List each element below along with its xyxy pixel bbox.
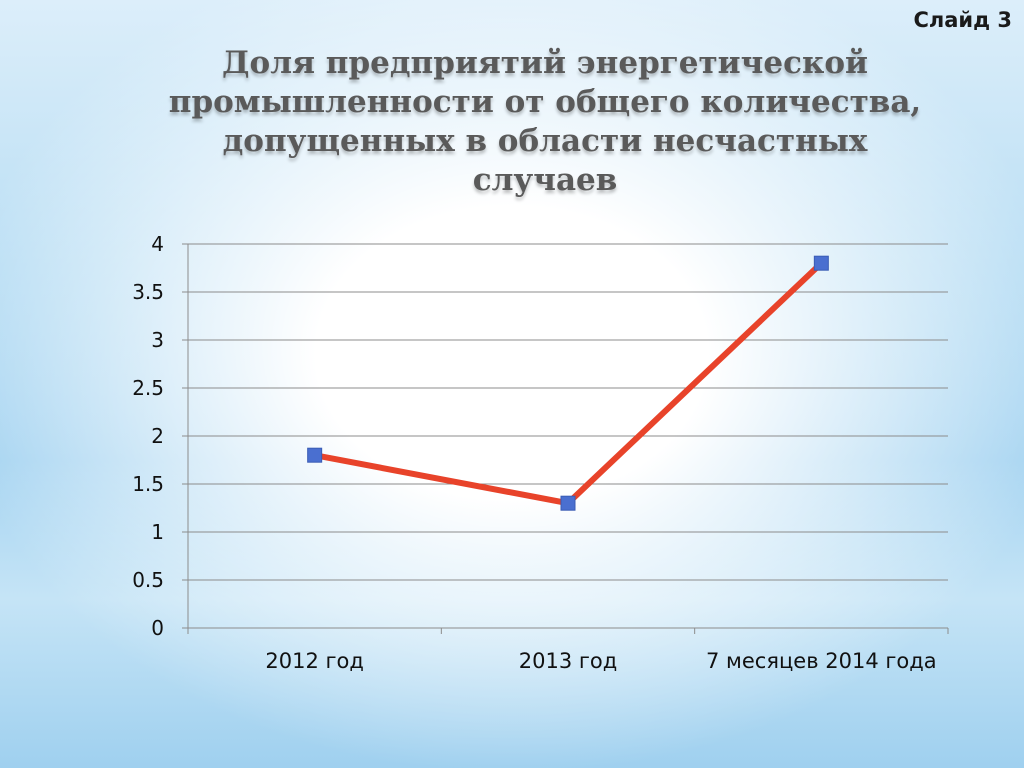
y-axis: 0 0.5 1 1.5 2 2.5 3 3.5 4 bbox=[132, 232, 189, 640]
y-tick-label: 1.5 bbox=[132, 472, 164, 496]
y-tick-label: 4 bbox=[151, 232, 164, 256]
series-line-path bbox=[311, 260, 825, 507]
chart-title: Доля предприятий энергетической промышле… bbox=[168, 45, 922, 198]
y-tick-label: 3.5 bbox=[132, 280, 164, 304]
series-line bbox=[307, 255, 829, 511]
y-tick-label: 3 bbox=[151, 328, 164, 352]
x-tick-label: 2013 год bbox=[519, 649, 618, 673]
x-tick-label: 2012 год bbox=[265, 649, 364, 673]
gridlines bbox=[188, 243, 948, 581]
y-tick-label: 0 bbox=[151, 616, 164, 640]
y-tick-label: 2 bbox=[151, 424, 164, 448]
y-tick-label: 1 bbox=[151, 520, 164, 544]
data-point-marker bbox=[813, 255, 829, 271]
x-tick-label: 7 месяцев 2014 года bbox=[706, 649, 937, 673]
y-tick-label: 2.5 bbox=[132, 376, 164, 400]
y-tick-label: 0.5 bbox=[132, 568, 164, 592]
data-point-marker bbox=[560, 495, 576, 511]
x-axis: 2012 год 2013 год 7 месяцев 2014 года bbox=[187, 627, 949, 673]
data-point-marker bbox=[307, 447, 323, 463]
slide-number-label: Слайд 3 bbox=[913, 8, 1012, 32]
